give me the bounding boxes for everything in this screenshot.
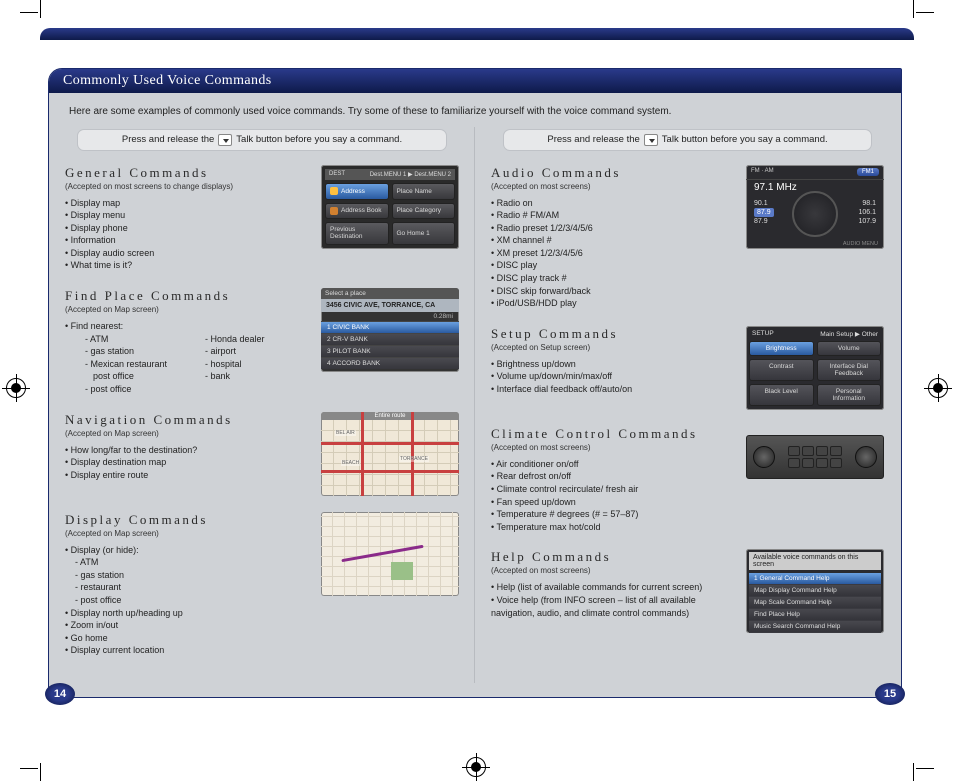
page-number-right: 15: [875, 683, 905, 705]
general-screenshot: DESTDest.MENU 1 ▶ Dest.MENU 2 Address Pl…: [321, 165, 459, 249]
display-screenshot: [321, 512, 459, 596]
intro-text: Here are some examples of commonly used …: [49, 93, 901, 127]
climate-title: Climate Control Commands: [491, 426, 736, 442]
general-list: Display map Display menu Display phone I…: [65, 197, 311, 273]
setup-title: Setup Commands: [491, 326, 736, 342]
left-column: Press and release the Talk button before…: [49, 127, 475, 683]
display-block: Display Commands (Accepted on Map screen…: [65, 512, 459, 657]
display-title: Display Commands: [65, 512, 311, 528]
talk-icon: [644, 134, 658, 146]
registration-mark: [466, 757, 486, 777]
section-title: Commonly Used Voice Commands: [49, 69, 901, 93]
navigation-screenshot: Entire route BEL AIR TORRANCE BEACH: [321, 412, 459, 496]
audio-screenshot: FM · AM FM1 97.1 MHz 90.1 87.9 87.9 98.1: [746, 165, 884, 249]
general-note: (Accepted on most screens to change disp…: [65, 182, 311, 191]
page-number-left: 14: [45, 683, 75, 705]
help-title: Help Commands: [491, 549, 736, 565]
content-panel: Commonly Used Voice Commands Here are so…: [48, 68, 902, 698]
setup-screenshot: SETUPMain Setup ▶ Other Brightness Volum…: [746, 326, 884, 410]
navigation-block: Navigation Commands (Accepted on Map scr…: [65, 412, 459, 496]
press-instruction: Press and release the Talk button before…: [503, 129, 872, 151]
help-block: Help Commands (Accepted on most screens)…: [491, 549, 884, 633]
spread: Commonly Used Voice Commands Here are so…: [40, 28, 914, 748]
audio-block: Audio Commands (Accepted on most screens…: [491, 165, 884, 310]
help-screenshot: Available voice commands on this screen …: [746, 549, 884, 633]
climate-block: Climate Control Commands (Accepted on mo…: [491, 426, 884, 534]
find-place-block: Find Place Commands (Accepted on Map scr…: [65, 288, 459, 396]
registration-mark: [928, 378, 948, 398]
general-commands-block: General Commands (Accepted on most scree…: [65, 165, 459, 273]
registration-mark: [6, 378, 26, 398]
press-post: Talk button before you say a command.: [236, 134, 402, 145]
talk-icon: [218, 134, 232, 146]
general-title: General Commands: [65, 165, 311, 181]
findplace-screenshot: Select a place 3456 CIVIC AVE, TORRANCE,…: [321, 288, 459, 372]
climate-screenshot: [746, 426, 884, 482]
right-column: Press and release the Talk button before…: [474, 127, 900, 683]
top-accent-bar: [40, 28, 914, 40]
nav-title: Navigation Commands: [65, 412, 311, 428]
setup-block: Setup Commands (Accepted on Setup screen…: [491, 326, 884, 410]
findplace-title: Find Place Commands: [65, 288, 311, 304]
press-pre: Press and release the: [122, 134, 214, 145]
audio-title: Audio Commands: [491, 165, 736, 181]
press-instruction: Press and release the Talk button before…: [77, 129, 447, 151]
